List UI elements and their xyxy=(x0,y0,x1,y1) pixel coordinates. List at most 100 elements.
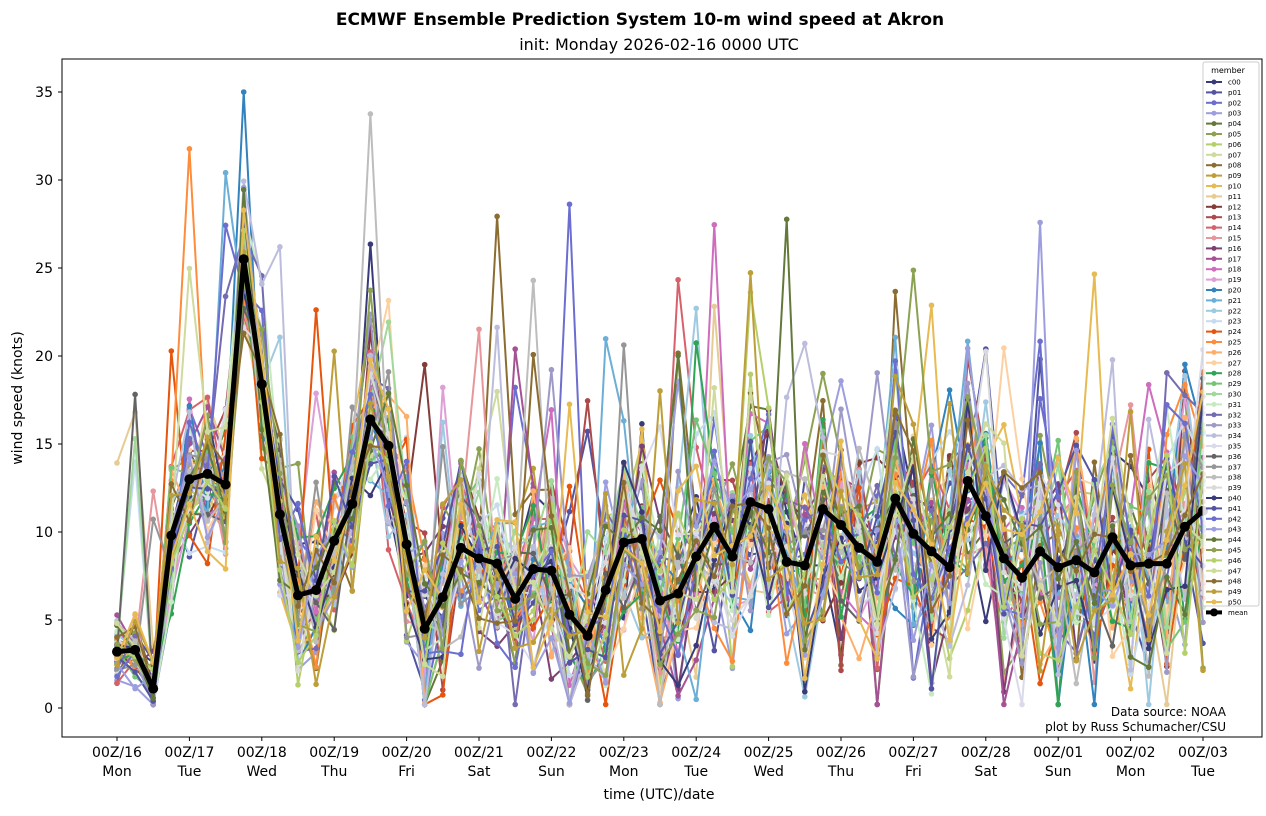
point-mean xyxy=(510,593,521,604)
point-p32 xyxy=(512,701,518,708)
point-mean xyxy=(546,565,557,576)
point-p34 xyxy=(820,434,826,441)
point-p30 xyxy=(132,436,138,442)
point-p25 xyxy=(421,556,428,563)
legend-marker xyxy=(1211,100,1217,106)
legend-label: p37 xyxy=(1228,463,1241,471)
point-p50 xyxy=(1001,526,1007,532)
point-p11 xyxy=(1164,701,1170,708)
point-p46 xyxy=(1019,516,1025,522)
point-p47 xyxy=(566,654,573,660)
point-p01 xyxy=(566,508,573,515)
point-p27 xyxy=(747,542,754,548)
x-tick-label-day: Sun xyxy=(1045,764,1072,780)
point-p34 xyxy=(277,244,283,250)
legend-item-p44: p44 xyxy=(1206,536,1242,544)
point-p41 xyxy=(1091,476,1098,483)
point-p42 xyxy=(892,358,899,364)
y-axis-label: wind speed (knots) xyxy=(10,331,26,465)
point-mean xyxy=(600,585,611,596)
point-p32 xyxy=(1164,370,1170,376)
point-p33 xyxy=(1037,560,1043,566)
point-p38 xyxy=(512,562,518,568)
legend-marker xyxy=(1211,131,1217,137)
point-p21 xyxy=(964,338,971,345)
point-p47 xyxy=(693,596,699,603)
point-p49 xyxy=(168,492,175,499)
point-p42 xyxy=(747,475,754,482)
point-p24 xyxy=(657,477,663,483)
point-p36 xyxy=(1037,595,1043,601)
point-p17 xyxy=(114,612,120,618)
point-p50 xyxy=(385,406,392,412)
point-p34 xyxy=(892,585,899,591)
legend-marker xyxy=(1211,79,1217,85)
point-p09 xyxy=(349,588,356,594)
point-p17 xyxy=(204,404,211,410)
point-p40 xyxy=(1055,584,1061,591)
point-p41 xyxy=(331,473,338,480)
point-p49 xyxy=(602,490,609,497)
point-p49 xyxy=(440,501,446,507)
legend-marker xyxy=(1211,464,1217,470)
point-p39 xyxy=(421,592,428,598)
point-p40 xyxy=(458,523,464,529)
legend-item-p36: p36 xyxy=(1206,453,1242,461)
legend-item-p40: p40 xyxy=(1206,495,1241,503)
point-p46 xyxy=(711,596,718,603)
point-p33 xyxy=(838,406,844,412)
point-p45 xyxy=(711,614,718,621)
point-p45 xyxy=(802,638,808,644)
point-p08 xyxy=(494,213,500,220)
point-p13 xyxy=(1073,429,1080,436)
point-p15 xyxy=(1127,402,1134,408)
point-p50 xyxy=(602,614,609,621)
point-p33 xyxy=(729,493,736,499)
y-tick-label: 0 xyxy=(44,701,53,717)
point-mean xyxy=(329,535,340,546)
point-p22 xyxy=(802,693,808,700)
legend-item-mean: mean xyxy=(1206,608,1248,617)
point-p22 xyxy=(983,399,989,405)
point-p48 xyxy=(928,608,935,614)
legend-label: p07 xyxy=(1228,151,1241,159)
point-p44 xyxy=(802,646,808,653)
point-p45 xyxy=(440,646,446,652)
point-p46 xyxy=(1182,650,1188,656)
point-p45 xyxy=(1037,621,1043,627)
legend-marker xyxy=(1211,370,1217,376)
point-c00 xyxy=(783,509,790,515)
legend-label: p26 xyxy=(1228,349,1242,357)
point-p37 xyxy=(349,404,356,410)
point-p44 xyxy=(1109,523,1116,529)
point-p26 xyxy=(1073,435,1080,442)
point-p45 xyxy=(1091,655,1098,661)
point-p36 xyxy=(1109,643,1116,649)
point-p48 xyxy=(168,481,175,487)
legend-item-p33: p33 xyxy=(1206,422,1241,430)
point-p38 xyxy=(530,277,537,284)
x-tick-label-time: 00Z/16 xyxy=(92,745,142,761)
legend-item-p43: p43 xyxy=(1206,526,1241,534)
point-p50 xyxy=(838,438,844,444)
legend-item-p11: p11 xyxy=(1206,193,1241,201)
point-p22 xyxy=(747,432,754,439)
point-mean xyxy=(926,546,937,557)
point-p48 xyxy=(1073,568,1080,574)
point-p49 xyxy=(331,593,338,600)
point-p40 xyxy=(729,498,736,505)
point-p20 xyxy=(1182,361,1188,368)
point-p44 xyxy=(1091,600,1098,607)
point-p08 xyxy=(1091,459,1098,465)
point-mean xyxy=(691,551,702,562)
legend-label: mean xyxy=(1228,609,1248,617)
point-p45 xyxy=(114,641,120,648)
point-p49 xyxy=(1073,657,1080,664)
legend-label: p48 xyxy=(1228,578,1241,586)
point-p22 xyxy=(856,469,862,475)
point-p38 xyxy=(349,463,356,470)
legend-marker xyxy=(1211,537,1217,543)
point-p21 xyxy=(222,169,229,176)
point-p43 xyxy=(747,486,754,493)
point-p11 xyxy=(114,460,120,466)
